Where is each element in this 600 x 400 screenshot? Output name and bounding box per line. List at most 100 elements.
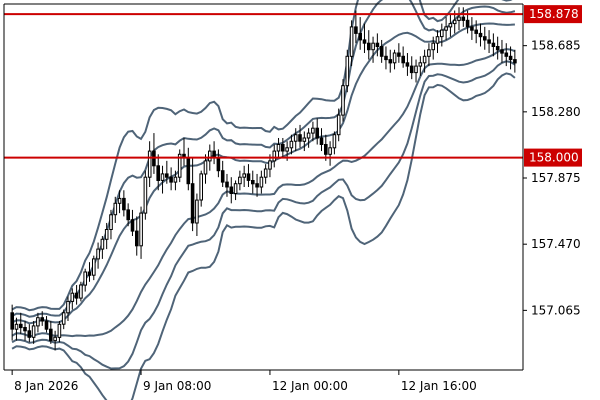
x-tick-label: 12 Jan 16:00 bbox=[401, 379, 477, 393]
candle-down bbox=[281, 144, 285, 152]
horizontal-line-label: 158.878 bbox=[529, 7, 579, 21]
candle-down bbox=[465, 19, 470, 28]
candle-down bbox=[379, 46, 384, 57]
candle-up bbox=[371, 42, 375, 51]
candle-down bbox=[246, 173, 251, 181]
candle-up bbox=[83, 271, 88, 286]
candle-up bbox=[208, 150, 212, 162]
candle-up bbox=[92, 258, 96, 276]
candle-up bbox=[14, 323, 19, 330]
candle-up bbox=[341, 85, 345, 116]
candle-down bbox=[491, 42, 496, 48]
candle-down bbox=[87, 271, 92, 276]
candle-down bbox=[10, 312, 14, 330]
candle-down bbox=[190, 183, 195, 224]
candle-down bbox=[27, 330, 32, 338]
y-tick-label: 158.685 bbox=[531, 39, 581, 53]
candle-down bbox=[255, 183, 259, 188]
candle-up bbox=[104, 229, 109, 240]
band-line-u3 bbox=[11, 0, 513, 312]
candle-down bbox=[513, 59, 517, 64]
candles-layer bbox=[10, 7, 517, 351]
candle-down bbox=[169, 176, 173, 183]
candle-down bbox=[483, 36, 487, 41]
candle-up bbox=[345, 55, 350, 87]
candle-down bbox=[508, 55, 513, 61]
candle-down bbox=[130, 219, 135, 232]
candle-up bbox=[53, 336, 57, 342]
x-tick-label: 8 Jan 2026 bbox=[14, 379, 78, 393]
candle-up bbox=[332, 134, 337, 149]
candle-down bbox=[504, 52, 509, 57]
candle-down bbox=[122, 197, 126, 211]
candle-up bbox=[238, 176, 242, 185]
candle-down bbox=[229, 186, 234, 194]
y-tick-label: 157.470 bbox=[531, 237, 581, 251]
candle-up bbox=[431, 42, 435, 51]
candle-up bbox=[263, 168, 268, 178]
candle-down bbox=[216, 157, 221, 172]
candle-up bbox=[452, 19, 457, 25]
candle-down bbox=[186, 157, 191, 185]
plot-frame bbox=[3, 3, 524, 371]
candle-up bbox=[139, 212, 143, 247]
time-axis: 8 Jan 2026 9 Jan 08:00 12 Jan 00:00 12 Jan … bbox=[11, 370, 477, 393]
candle-down bbox=[319, 137, 324, 145]
candle-down bbox=[375, 42, 380, 48]
candle-up bbox=[242, 173, 246, 178]
candle-down bbox=[324, 144, 328, 155]
candle-down bbox=[135, 230, 139, 247]
y-tick-label: 157.875 bbox=[531, 171, 581, 185]
horizontal-line-label-box bbox=[524, 5, 582, 24]
candle-up bbox=[143, 176, 148, 214]
horizontal-line-label: 158.000 bbox=[529, 151, 579, 165]
candle-up bbox=[61, 312, 66, 325]
candle-up bbox=[311, 127, 315, 134]
candle-down bbox=[384, 55, 388, 61]
candle-up bbox=[306, 132, 311, 139]
candle-up bbox=[36, 317, 40, 327]
candle-up bbox=[203, 160, 208, 175]
horizontal-line-label-box bbox=[524, 148, 582, 167]
candle-down bbox=[409, 65, 414, 74]
x-tick-label: 12 Jan 00:00 bbox=[272, 379, 348, 393]
candle-up bbox=[66, 300, 70, 314]
candle-up bbox=[328, 147, 332, 155]
x-tick-label: 9 Jan 08:00 bbox=[143, 379, 211, 393]
candle-down bbox=[461, 16, 466, 21]
candle-up bbox=[160, 173, 165, 181]
candle-up bbox=[392, 52, 397, 64]
candle-down bbox=[220, 170, 225, 183]
y-tick-label: 157.065 bbox=[531, 303, 581, 317]
candle-up bbox=[268, 160, 272, 170]
candle-up bbox=[117, 197, 122, 204]
candle-down bbox=[49, 328, 53, 342]
candle-up bbox=[276, 144, 281, 152]
candle-down bbox=[358, 32, 362, 41]
candle-up bbox=[173, 176, 178, 183]
candle-down bbox=[126, 209, 131, 221]
candle-down bbox=[315, 127, 319, 139]
candle-down bbox=[156, 165, 160, 182]
candle-up bbox=[259, 176, 264, 188]
candle-down bbox=[500, 49, 504, 54]
candle-down bbox=[40, 317, 45, 322]
candle-down bbox=[401, 55, 405, 64]
candle-down bbox=[367, 42, 371, 51]
candle-up bbox=[96, 248, 100, 260]
candle-up bbox=[422, 55, 427, 64]
candle-down bbox=[478, 32, 483, 38]
band-line-l3 bbox=[11, 72, 516, 400]
candle-down bbox=[362, 39, 367, 44]
candle-up bbox=[418, 62, 423, 67]
candle-up bbox=[457, 16, 461, 21]
candle-down bbox=[23, 327, 27, 332]
candle-down bbox=[354, 26, 358, 34]
candle-up bbox=[336, 114, 341, 136]
horizontal-lines-layer: 158.878 158.000 bbox=[4, 5, 582, 167]
candle-down bbox=[251, 180, 255, 185]
band-line-u1 bbox=[11, 22, 515, 325]
candle-up bbox=[427, 49, 431, 57]
band-line-u2 bbox=[11, 0, 516, 318]
